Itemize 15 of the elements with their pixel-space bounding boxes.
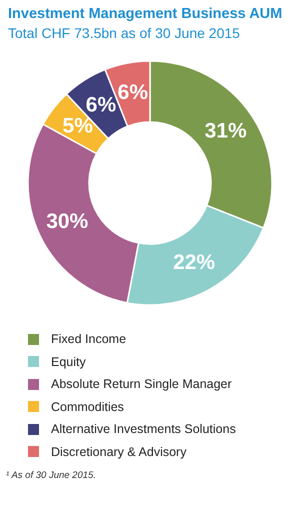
legend-label: Discretionary & Advisory xyxy=(51,444,186,459)
data-label: 6% xyxy=(118,80,148,104)
text: ¹ As of 30 June 2015. xyxy=(6,470,96,481)
chart-subtitle: Total CHF 73.5bn as of 30 June 2015 xyxy=(8,25,240,41)
legend-label: Equity xyxy=(51,354,86,369)
legend-label: Commodities xyxy=(51,400,124,414)
legend-label: Fixed Income xyxy=(51,332,126,346)
data-label: 30% xyxy=(46,210,89,233)
data-label: 31% xyxy=(204,119,248,142)
legend-label: Absolute Return Single Manager xyxy=(51,377,232,392)
legend-label: Alternative Investments Solutions xyxy=(51,422,236,436)
data-label: 5% xyxy=(62,114,94,138)
chart-title: Investment Management Business AUM xyxy=(8,6,282,22)
data-label: 22% xyxy=(173,250,216,274)
data-label: 6% xyxy=(86,94,116,117)
